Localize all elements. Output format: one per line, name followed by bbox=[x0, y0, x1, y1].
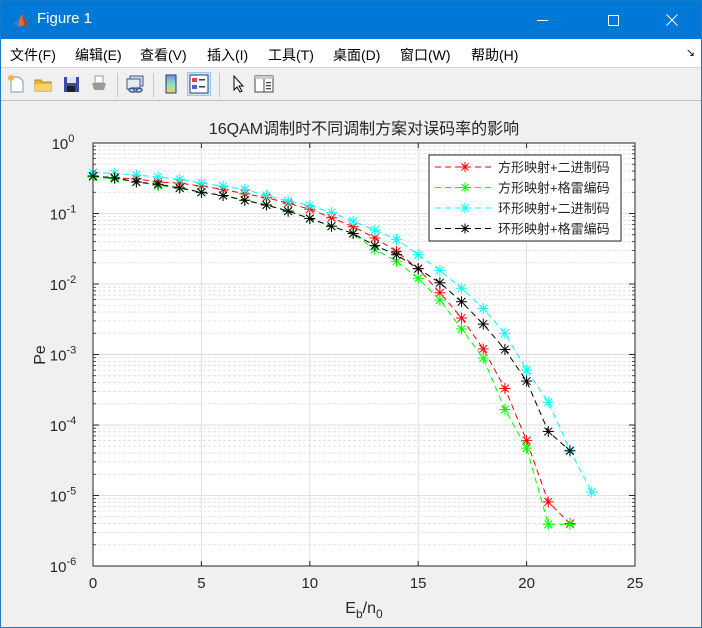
minimize-icon bbox=[536, 19, 548, 21]
toolbar-separator bbox=[219, 73, 220, 97]
x-axis-label: Eb/n0 bbox=[345, 600, 383, 621]
menu-bar: 文件(F) 编辑(E) 查看(V) 插入(I) 工具(T) 桌面(D) 窗口(W… bbox=[1, 39, 701, 68]
legend-label: 方形映射+格雷编码 bbox=[498, 181, 610, 196]
x-tick-label: 15 bbox=[410, 575, 427, 592]
axis-ticks bbox=[92, 142, 636, 567]
legend-label: 环形映射+格雷编码 bbox=[498, 222, 610, 237]
x-tick-labels: 0 5 10 15 20 25 bbox=[89, 575, 644, 592]
legend-entry[interactable]: 环形映射+格雷编码 bbox=[435, 222, 610, 237]
x-tick-label: 10 bbox=[301, 575, 318, 592]
link-plot-button[interactable] bbox=[123, 72, 147, 96]
menu-desktop[interactable]: 桌面(D) bbox=[333, 47, 381, 63]
menu-tools[interactable]: 工具(T) bbox=[268, 47, 314, 63]
menu-view[interactable]: 查看(V) bbox=[140, 47, 187, 63]
y-tick-label: 10-5 bbox=[50, 486, 76, 506]
save-button[interactable] bbox=[59, 72, 83, 96]
property-editor-button[interactable] bbox=[252, 72, 276, 96]
maximize-button[interactable] bbox=[590, 1, 636, 39]
open-folder-icon bbox=[34, 79, 52, 92]
x-tick-label: 20 bbox=[518, 575, 535, 592]
toolbar-separator bbox=[153, 73, 154, 97]
legend-button[interactable] bbox=[187, 72, 211, 96]
x-tick-label: 0 bbox=[89, 575, 97, 592]
legend-label: 环形映射+二进制码 bbox=[498, 201, 610, 216]
semilog-plot[interactable]: 16QAM调制时不同调制方案对误码率的影响 0 5 10 15 20 25 10-610-… bbox=[1, 102, 701, 627]
y-tick-label: 10-1 bbox=[50, 204, 76, 224]
legend-entry[interactable]: 方形映射+格雷编码 bbox=[435, 181, 610, 196]
y-tick-label: 10-4 bbox=[50, 415, 76, 435]
property-editor-icon bbox=[254, 75, 274, 93]
figure-canvas: 16QAM调制时不同调制方案对误码率的影响 0 5 10 15 20 25 10-6 10-… bbox=[1, 102, 701, 627]
y-tick-labels: 10-6 10-5 10-4 10-3 10-2 10-1 100 bbox=[50, 133, 76, 576]
legend-box bbox=[428, 154, 622, 242]
legend-label: 方形映射+二进制码 bbox=[498, 160, 610, 175]
toolbar-separator bbox=[117, 73, 118, 97]
dock-arrow-icon[interactable]: ↘ bbox=[685, 47, 695, 59]
title-bar[interactable]: Figure 1 bbox=[1, 1, 701, 39]
toolbar bbox=[1, 69, 701, 101]
series-line bbox=[87, 170, 576, 457]
data-series bbox=[87, 167, 598, 530]
minimize-button[interactable] bbox=[519, 1, 565, 39]
new-figure-icon bbox=[8, 75, 24, 93]
pointer-button[interactable] bbox=[226, 72, 250, 96]
close-icon bbox=[666, 14, 678, 26]
y-tick-label: 100 bbox=[52, 133, 75, 153]
save-icon bbox=[64, 77, 79, 92]
legend-entry[interactable]: 方形映射+二进制码 bbox=[435, 160, 610, 175]
menu-window[interactable]: 窗口(W) bbox=[400, 47, 451, 63]
menu-insert[interactable]: 插入(I) bbox=[207, 47, 249, 63]
new-figure-button[interactable] bbox=[4, 72, 28, 96]
chart-title: 16QAM调制时不同调制方案对误码率的影响 bbox=[209, 120, 519, 138]
legend-icon bbox=[189, 74, 209, 94]
x-tick-label: 25 bbox=[627, 575, 644, 592]
x-tick-label: 5 bbox=[197, 575, 205, 592]
colorbar-icon bbox=[165, 74, 177, 94]
menu-help[interactable]: 帮助(H) bbox=[471, 47, 519, 63]
colorbar-button[interactable] bbox=[159, 72, 183, 96]
y-tick-label: 10-3 bbox=[50, 345, 76, 365]
open-button[interactable] bbox=[31, 72, 55, 96]
close-button[interactable] bbox=[649, 1, 695, 39]
y-tick-label: 10-6 bbox=[50, 556, 76, 576]
pointer-icon bbox=[233, 74, 245, 93]
menu-file[interactable]: 文件(F) bbox=[10, 47, 56, 63]
y-axis-label: Pe bbox=[32, 345, 49, 365]
y-tick-label: 10-2 bbox=[50, 274, 76, 294]
print-icon bbox=[92, 75, 106, 90]
legend-entry[interactable]: 环形映射+二进制码 bbox=[435, 201, 610, 216]
maximize-icon bbox=[607, 14, 619, 26]
window-title: Figure 1 bbox=[37, 10, 93, 27]
menu-edit[interactable]: 编辑(E) bbox=[75, 47, 122, 63]
matlab-logo-icon bbox=[13, 14, 29, 27]
link-plot-icon bbox=[126, 75, 144, 93]
print-button[interactable] bbox=[87, 72, 111, 96]
